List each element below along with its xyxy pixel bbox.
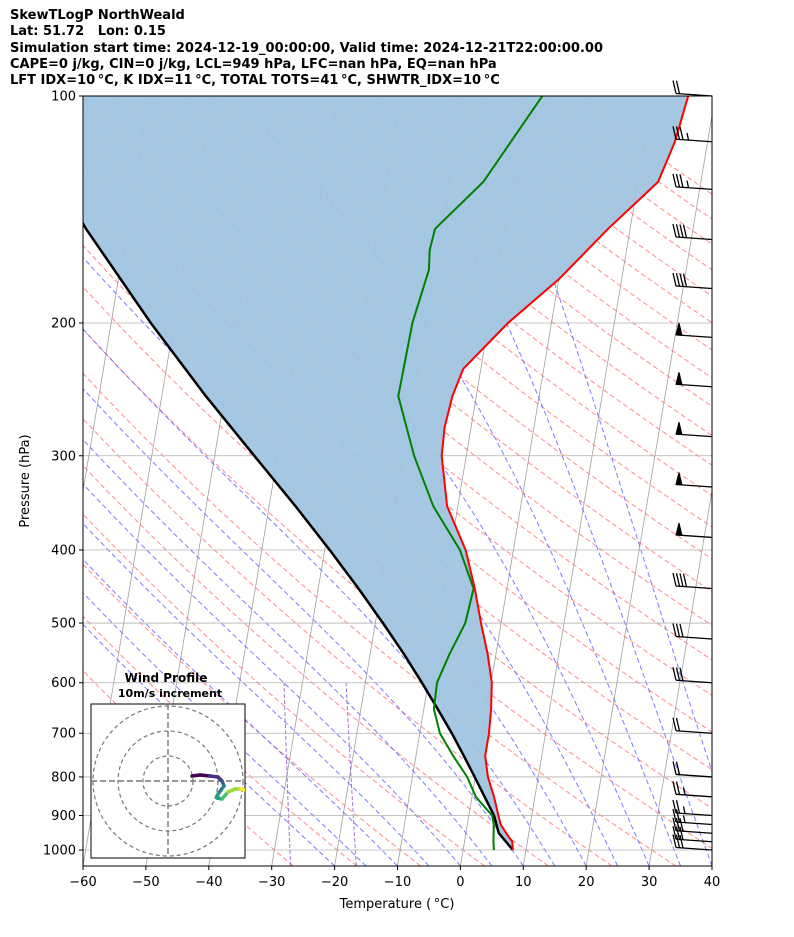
wind-barb: [672, 572, 713, 590]
y-axis-label: Pressure (hPa): [18, 434, 33, 527]
x-tick-label: −10: [384, 875, 411, 890]
wind-barb: [672, 808, 713, 826]
x-tick-label: −30: [258, 875, 285, 890]
index-info: LFT IDX=10 °C, K IDX=11 °C, TOTAL TOTS=4…: [10, 73, 500, 89]
dry-adiabat: [83, 615, 358, 866]
wind-barb: [672, 80, 713, 97]
x-tick-label: −60: [69, 875, 96, 890]
wind-barb: [672, 761, 713, 778]
wind-barb: [672, 173, 713, 191]
wind-barb: [675, 422, 713, 438]
wind-barb: [672, 781, 713, 798]
wind-profile-inset: Wind Profile 10m/s increment: [90, 671, 246, 859]
mixing-ratio-line: [345, 682, 357, 866]
isotherm: [585, 113, 712, 866]
x-tick-label: 10: [515, 875, 532, 890]
wind-barb: [675, 472, 713, 488]
isotherm: [711, 863, 712, 866]
moist-adiabat: [83, 439, 493, 866]
wind-barb: [672, 223, 713, 241]
cin-shading: [83, 96, 689, 850]
isotherm: [648, 488, 712, 866]
wind-barb: [672, 667, 713, 684]
time-info: Simulation start time: 2024-12-19_00:00:…: [10, 40, 603, 56]
y-tick-label: 600: [51, 676, 76, 691]
isotherm: [83, 96, 87, 119]
y-tick-label: 1000: [43, 844, 76, 859]
wind-barb: [672, 799, 713, 817]
moist-adiabat: [376, 96, 712, 866]
y-tick-label: 400: [51, 543, 76, 558]
dry-adiabat: [83, 513, 485, 866]
x-tick-label: 30: [641, 875, 658, 890]
wind-barb: [675, 372, 713, 388]
wind-barb: [672, 623, 713, 640]
x-axis-label: Temperature ( °C): [339, 897, 455, 912]
dry-adiabat: [184, 96, 712, 528]
isotherm: [775, 96, 794, 866]
cape-info: CAPE=0 j/kg, CIN=0 j/kg, LCL=949 hPa, LF…: [10, 56, 497, 72]
wind-barb: [672, 126, 713, 143]
y-tick-label: 800: [51, 770, 76, 785]
x-tick-label: −20: [321, 875, 348, 890]
title: SkewTLogP NorthWeald: [10, 8, 185, 23]
mixing-ratio-line: [283, 682, 292, 866]
moist-adiabat: [234, 96, 681, 866]
wind-barb: [672, 826, 713, 843]
x-tick-label: 0: [456, 875, 464, 890]
y-tick-label: 700: [51, 727, 76, 742]
moist-adiabat: [484, 96, 712, 774]
moist-adiabat: [83, 483, 461, 866]
x-tick-label: −40: [195, 875, 222, 890]
inset-title: Wind Profile: [125, 671, 208, 685]
dry-adiabat: [249, 96, 712, 466]
dry-adiabat: [151, 96, 712, 560]
location: Lat: 51.72 Lon: 0.15: [10, 24, 166, 40]
inset-subtitle: 10m/s increment: [118, 687, 222, 700]
moist-adiabat: [83, 558, 398, 866]
chart-header: SkewTLogP NorthWeald Lat: 51.72 Lon: 0.1…: [10, 8, 603, 89]
y-tick-label: 300: [51, 449, 76, 464]
x-tick-label: 40: [704, 875, 721, 890]
hodograph-trace: [239, 787, 245, 792]
wind-barb: [672, 272, 713, 290]
wind-barb: [672, 817, 713, 834]
parcel-path-line: [83, 221, 514, 851]
y-tick-label: 100: [51, 90, 76, 105]
x-tick-label: 20: [578, 875, 595, 890]
wind-barb: [672, 717, 713, 734]
dry-adiabat: [83, 372, 677, 866]
x-tick-label: −50: [132, 875, 159, 890]
moist-adiabat: [83, 387, 524, 866]
wind-barb: [675, 322, 713, 339]
wind-barb: [675, 522, 713, 539]
y-tick-label: 900: [51, 809, 76, 824]
dry-adiabat: [282, 96, 712, 437]
y-tick-label: 200: [51, 316, 76, 331]
dry-adiabat: [83, 563, 422, 866]
dry-adiabat: [83, 464, 549, 866]
isotherm: [522, 96, 653, 866]
temperature-line: [440, 96, 690, 851]
y-tick-label: 500: [51, 617, 76, 632]
dewpoint-line: [397, 96, 544, 851]
wind-barb: [672, 834, 713, 851]
moist-adiabat: [83, 522, 430, 866]
dry-adiabat: [83, 286, 712, 809]
dry-adiabat: [83, 418, 613, 866]
